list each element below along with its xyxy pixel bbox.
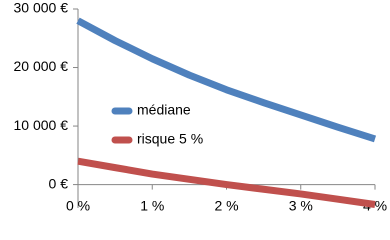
y-tick-label: 10 000 € <box>14 117 69 133</box>
x-tick-label: 1 % <box>140 198 164 214</box>
x-tick-label: 0 % <box>66 198 90 214</box>
legend-label: risque 5 % <box>137 131 203 147</box>
x-tick-label: 2 % <box>214 198 238 214</box>
x-tick-label: 3 % <box>289 198 313 214</box>
chart: 0 €10 000 €20 000 €30 000 €0 % 1 % 2 % 3 % 4… <box>14 0 388 214</box>
series-line <box>77 157 376 208</box>
series-line <box>76 17 377 143</box>
y-tick-label: 0 € <box>49 175 69 191</box>
legend-label: médiane <box>137 102 191 118</box>
y-tick-label: 20 000 € <box>14 58 69 74</box>
y-tick-label: 30 000 € <box>14 0 69 16</box>
